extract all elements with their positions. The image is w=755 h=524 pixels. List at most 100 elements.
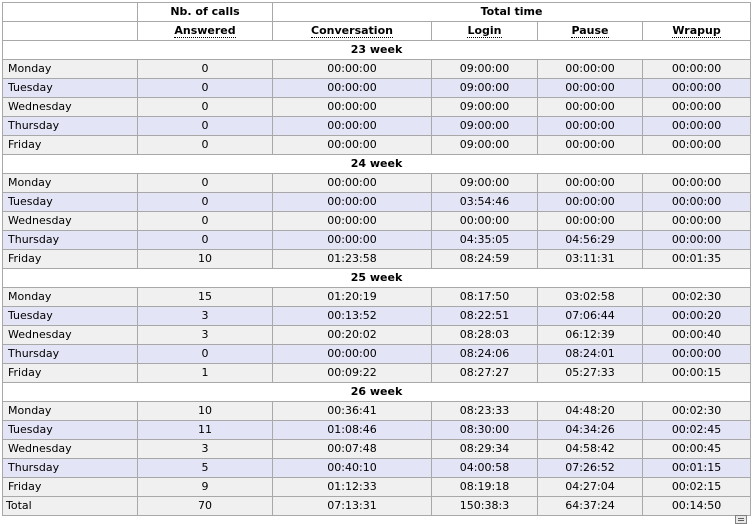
day-cell: Tuesday	[2, 192, 138, 212]
table-row: Tuesday 0 00:00:00 09:00:00 00:00:00 00:00:00	[2, 78, 752, 98]
conversation-cell: 00:20:02	[272, 325, 432, 345]
login-cell: 03:54:46	[431, 192, 538, 212]
col-pause[interactable]: Pause	[537, 21, 643, 41]
day-cell: Tuesday	[2, 78, 138, 98]
conversation-cell: 00:00:00	[272, 78, 432, 98]
day-cell: Thursday	[2, 458, 138, 478]
answered-cell: 0	[137, 135, 273, 155]
login-cell: 09:00:00	[431, 59, 538, 79]
header-time-group: Total time	[271, 2, 752, 22]
login-cell: 08:27:27	[431, 363, 538, 383]
pause-cell: 07:06:44	[537, 306, 643, 326]
conversation-cell: 00:00:00	[272, 59, 432, 79]
table-row: Friday 0 00:00:00 09:00:00 00:00:00 00:00:00	[2, 135, 752, 155]
header-blank	[2, 2, 138, 22]
total-conversation-cell: 07:13:31	[272, 496, 432, 516]
pause-cell: 06:12:39	[537, 325, 643, 345]
conversation-cell: 00:00:00	[272, 97, 432, 117]
wrapup-cell: 00:01:35	[641, 249, 752, 269]
login-cell: 08:30:00	[431, 420, 538, 440]
answered-cell: 10	[137, 401, 273, 421]
pause-cell: 00:00:00	[537, 211, 643, 231]
login-cell: 09:00:00	[431, 78, 538, 98]
answered-cell: 3	[137, 306, 273, 326]
wrapup-cell: 00:00:00	[641, 97, 752, 117]
week-header-row: 23 week	[1, 40, 752, 60]
conversation-cell: 00:36:41	[272, 401, 432, 421]
wrapup-cell: 00:02:30	[641, 287, 752, 307]
table-resize-icon[interactable]	[735, 515, 747, 524]
table-row: Thursday 5 00:40:10 04:00:58 07:26:52 00:01:1…	[2, 458, 752, 478]
week-label: 26 week	[1, 382, 752, 402]
week-header-row: 24 week	[1, 154, 752, 174]
login-cell: 08:23:33	[431, 401, 538, 421]
answered-cell: 0	[137, 211, 273, 231]
week-label: 23 week	[1, 40, 752, 60]
table-row: Thursday 0 00:00:00 08:24:06 08:24:01 00:00:0…	[2, 344, 752, 364]
table-row: Monday 15 01:20:19 08:17:50 03:02:58 00:02:30	[2, 287, 752, 307]
table-row: Thursday 0 00:00:00 04:35:05 04:56:29 00:00:0…	[2, 230, 752, 250]
table-row: Monday 10 00:36:41 08:23:33 04:48:20 00:02:30	[2, 401, 752, 421]
conversation-cell: 01:20:19	[272, 287, 432, 307]
pause-cell: 00:00:00	[537, 173, 643, 193]
week-label: 25 week	[1, 268, 752, 288]
col-login[interactable]: Login	[431, 21, 538, 41]
total-row: Total 70 07:13:31 150:38:3 64:37:24 00:14:50	[2, 496, 752, 516]
day-cell: Friday	[2, 363, 138, 383]
answered-cell: 0	[137, 344, 273, 364]
report-body: 23 week Monday 0 00:00:00 09:00:00 00:00:00 00…	[1, 40, 752, 516]
login-cell: 08:19:18	[431, 477, 538, 497]
conversation-cell: 00:00:00	[272, 135, 432, 155]
week-header-row: 25 week	[1, 268, 752, 288]
conversation-cell: 00:00:00	[272, 211, 432, 231]
answered-cell: 5	[137, 458, 273, 478]
table-row: Friday 1 00:09:22 08:27:27 05:27:33 00:00:15	[2, 363, 752, 383]
total-answered-cell: 70	[137, 496, 273, 516]
day-cell: Friday	[2, 135, 138, 155]
answered-cell: 11	[137, 420, 273, 440]
table-row: Wednesday 3 00:07:48 08:29:34 04:58:42 00:00:…	[2, 439, 752, 459]
login-cell: 08:17:50	[431, 287, 538, 307]
table-row: Friday 10 01:23:58 08:24:59 03:11:31 00:01:35	[2, 249, 752, 269]
pause-cell: 00:00:00	[537, 78, 643, 98]
day-cell: Wednesday	[2, 439, 138, 459]
header-blank-2	[2, 21, 138, 41]
pause-cell: 04:58:42	[537, 439, 643, 459]
day-cell: Friday	[2, 249, 138, 269]
col-answered[interactable]: Answered	[137, 21, 273, 41]
answered-cell: 0	[137, 230, 273, 250]
table-row: Friday 9 01:12:33 08:19:18 04:27:04 00:02:15	[2, 477, 752, 497]
pause-cell: 04:48:20	[537, 401, 643, 421]
answered-cell: 9	[137, 477, 273, 497]
day-cell: Thursday	[2, 230, 138, 250]
wrapup-cell: 00:01:15	[641, 458, 752, 478]
login-cell: 04:35:05	[431, 230, 538, 250]
day-cell: Wednesday	[2, 97, 138, 117]
day-cell: Monday	[2, 59, 138, 79]
answered-cell: 10	[137, 249, 273, 269]
login-cell: 08:28:03	[431, 325, 538, 345]
wrapup-cell: 00:02:15	[641, 477, 752, 497]
conversation-cell: 01:08:46	[272, 420, 432, 440]
pause-cell: 05:27:33	[537, 363, 643, 383]
wrapup-cell: 00:00:00	[641, 344, 752, 364]
wrapup-cell: 00:02:45	[641, 420, 752, 440]
pause-cell: 03:11:31	[537, 249, 643, 269]
answered-cell: 0	[137, 97, 273, 117]
total-label: Total	[2, 496, 138, 516]
pause-cell: 04:34:26	[537, 420, 643, 440]
pause-cell: 00:00:00	[537, 97, 643, 117]
col-conversation[interactable]: Conversation	[272, 21, 432, 41]
conversation-cell: 00:07:48	[272, 439, 432, 459]
wrapup-cell: 00:00:20	[641, 306, 752, 326]
login-cell: 04:00:58	[431, 458, 538, 478]
conversation-cell: 00:00:00	[272, 230, 432, 250]
login-cell: 09:00:00	[431, 97, 538, 117]
wrapup-cell: 00:00:00	[641, 116, 752, 136]
pause-cell: 00:00:00	[537, 192, 643, 212]
answered-cell: 3	[137, 325, 273, 345]
conversation-cell: 00:00:00	[272, 173, 432, 193]
col-wrapup[interactable]: Wrapup	[641, 21, 752, 41]
answered-cell: 0	[137, 192, 273, 212]
conversation-cell: 00:00:00	[272, 344, 432, 364]
